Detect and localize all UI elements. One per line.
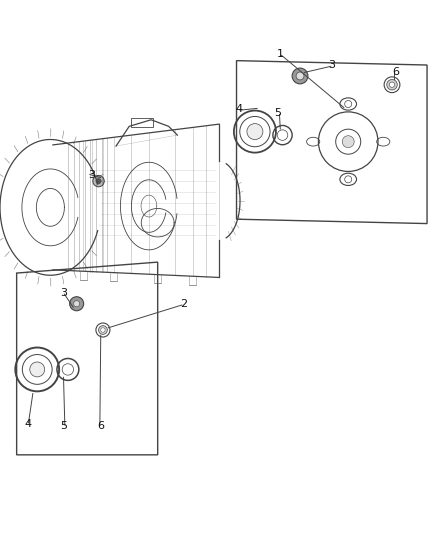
Circle shape <box>99 326 107 334</box>
Circle shape <box>389 82 395 87</box>
Circle shape <box>70 297 84 311</box>
Circle shape <box>74 301 80 307</box>
Circle shape <box>96 179 101 184</box>
Bar <box>131 118 153 127</box>
Text: 3: 3 <box>60 288 67 298</box>
Circle shape <box>101 328 105 332</box>
Circle shape <box>93 175 104 187</box>
Text: 5: 5 <box>60 422 67 431</box>
Circle shape <box>342 136 354 148</box>
Text: 5: 5 <box>275 108 282 118</box>
Circle shape <box>247 124 263 140</box>
Circle shape <box>277 130 288 140</box>
Text: 3: 3 <box>328 60 336 70</box>
Text: 4: 4 <box>24 419 31 429</box>
Circle shape <box>292 68 308 84</box>
Circle shape <box>345 101 352 108</box>
Text: 2: 2 <box>180 298 187 309</box>
Text: 6: 6 <box>392 67 399 77</box>
Text: 6: 6 <box>97 422 104 431</box>
Text: 3: 3 <box>88 169 95 180</box>
Circle shape <box>62 364 74 375</box>
Text: 1: 1 <box>277 49 284 59</box>
Circle shape <box>296 72 304 80</box>
Text: 4: 4 <box>235 104 242 114</box>
Circle shape <box>30 362 45 377</box>
Circle shape <box>387 79 397 90</box>
Circle shape <box>345 176 352 183</box>
